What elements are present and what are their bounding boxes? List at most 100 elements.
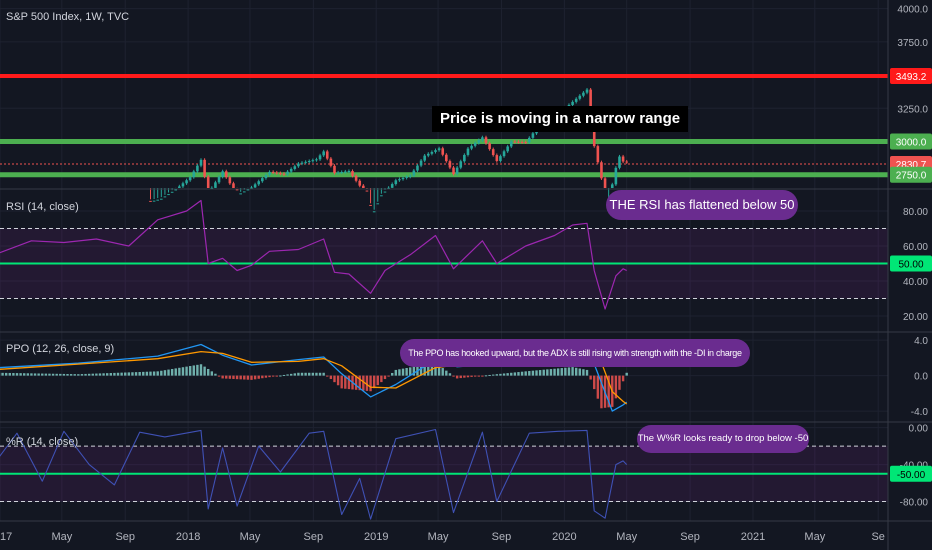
- candle-up: [502, 151, 506, 157]
- ppo-histogram-bar: [268, 375, 271, 378]
- ppo-histogram-bar: [344, 375, 347, 389]
- candle-down: [524, 142, 527, 144]
- ppo-histogram-bar: [127, 372, 131, 376]
- ppo-histogram-bar: [221, 375, 224, 379]
- candle-down: [484, 137, 488, 144]
- ppo-histogram-bar: [102, 373, 105, 376]
- ppo-histogram-bar: [520, 371, 524, 376]
- candle-up: [300, 162, 304, 164]
- rsi-line: [0, 199, 627, 310]
- ppo-histogram-bar: [455, 375, 459, 379]
- ppo-histogram-bar: [556, 368, 560, 376]
- ppo-histogram-bar: [481, 375, 484, 377]
- candle-down: [445, 154, 448, 162]
- candle-up: [181, 183, 185, 187]
- date-tick-label: May: [804, 531, 825, 543]
- ppo-histogram-bar: [614, 375, 618, 399]
- ppo-axis-tick-label: 0.0: [914, 372, 928, 383]
- ppo-histogram-bar: [318, 372, 322, 376]
- ppo-histogram-bar: [419, 365, 423, 376]
- candle-up: [311, 160, 315, 162]
- ppo-histogram-bar: [131, 372, 134, 376]
- level-lines-layer: [0, 73, 888, 503]
- ppo-histogram-bar: [549, 369, 553, 376]
- ppo-histogram-bar: [394, 369, 398, 376]
- candle-up: [470, 145, 473, 149]
- ppo-histogram-bar: [473, 375, 477, 377]
- ppo-histogram-bar: [203, 366, 206, 376]
- rsi-annotation[interactable]: THE RSI has flattened below 50: [606, 190, 798, 220]
- candle-up: [289, 168, 293, 172]
- ppo-annotation[interactable]: The PPO has hooked upward, but the ADX i…: [400, 339, 750, 367]
- ppo-histogram-bar: [73, 374, 76, 376]
- candle-down: [224, 171, 228, 178]
- price-range-annotation[interactable]: Price is moving in a narrow range: [432, 106, 689, 132]
- candle-up: [426, 153, 430, 156]
- ppo-histogram-bar: [574, 367, 578, 376]
- ppo-histogram-bar: [243, 375, 246, 380]
- ppo-histogram-bar: [448, 373, 452, 376]
- candle-up: [527, 137, 531, 143]
- ppo-histogram-bar: [423, 364, 426, 376]
- candle-up: [188, 177, 192, 181]
- candle-up: [268, 171, 271, 176]
- ppo-histogram-bar: [170, 368, 174, 376]
- candle-down: [149, 200, 152, 202]
- ppo-histogram-bar: [289, 373, 293, 376]
- ppo-histogram-bar: [578, 368, 582, 376]
- ppo-histogram-bar: [105, 373, 109, 376]
- ppo-histogram-bar: [199, 364, 203, 376]
- candle-up: [167, 194, 170, 196]
- rsi-axis-tick-label: 20.00: [903, 312, 928, 323]
- candle-up: [398, 179, 401, 181]
- ppo-histogram-bar: [531, 370, 535, 376]
- candle-up: [293, 166, 297, 169]
- ppo-histogram-bar: [26, 373, 30, 376]
- ppo-histogram-bar: [77, 374, 80, 376]
- ppo-histogram-bar: [30, 373, 33, 376]
- ppo-histogram-bar: [401, 368, 405, 376]
- ppo-histogram-bar: [387, 375, 390, 377]
- ppo-histogram-bar: [134, 372, 138, 376]
- date-tick-label: 2018: [176, 531, 200, 543]
- ppo-histogram-bar: [434, 362, 437, 376]
- ppo-histogram-bar: [113, 372, 116, 376]
- ppo-histogram-bar: [271, 375, 275, 377]
- ppo-histogram-bar: [293, 373, 296, 376]
- ppo-histogram-bar: [510, 372, 513, 376]
- williams-r-level-badge: [890, 465, 932, 482]
- candle-up: [506, 146, 509, 152]
- ppo-histogram-bar: [347, 375, 351, 390]
- ppo-histogram-bar: [192, 365, 195, 376]
- candle-up: [199, 159, 203, 166]
- ppo-histogram-bar: [376, 375, 379, 386]
- candle-up: [466, 148, 470, 155]
- ppo-histogram-bar: [239, 375, 242, 380]
- date-tick-label: Sep: [492, 531, 512, 543]
- ppo-histogram-bar: [596, 375, 600, 399]
- ppo-histogram-bar: [167, 369, 170, 376]
- ppo-histogram-bar: [621, 375, 625, 382]
- candle-up: [387, 187, 390, 189]
- candle-up: [250, 187, 253, 189]
- williams-r-axis-tick-label: 0.00: [909, 424, 929, 435]
- ppo-histogram-bar: [441, 368, 444, 376]
- date-tick-label: 2020: [552, 531, 576, 543]
- ppo-histogram-bar: [524, 371, 527, 376]
- date-tick-label: May: [240, 531, 261, 543]
- ppo-histogram-bar: [275, 375, 278, 377]
- ppo-histogram-bar: [217, 375, 221, 377]
- ppo-histogram-bar: [178, 367, 181, 376]
- price-level-label: 2750.0: [896, 171, 927, 182]
- ppo-histogram-bar: [15, 373, 19, 376]
- date-tick-label: 2017: [0, 531, 12, 543]
- candle-up: [408, 175, 412, 177]
- ppo-histogram-bar: [87, 373, 91, 376]
- date-tick-label: Sep: [680, 531, 700, 543]
- ppo-histogram-bar: [69, 374, 73, 376]
- candle-up: [174, 189, 178, 191]
- ppo-histogram-bar: [517, 372, 520, 376]
- williams-r-annotation[interactable]: The W%R looks ready to drop below -50: [637, 425, 809, 453]
